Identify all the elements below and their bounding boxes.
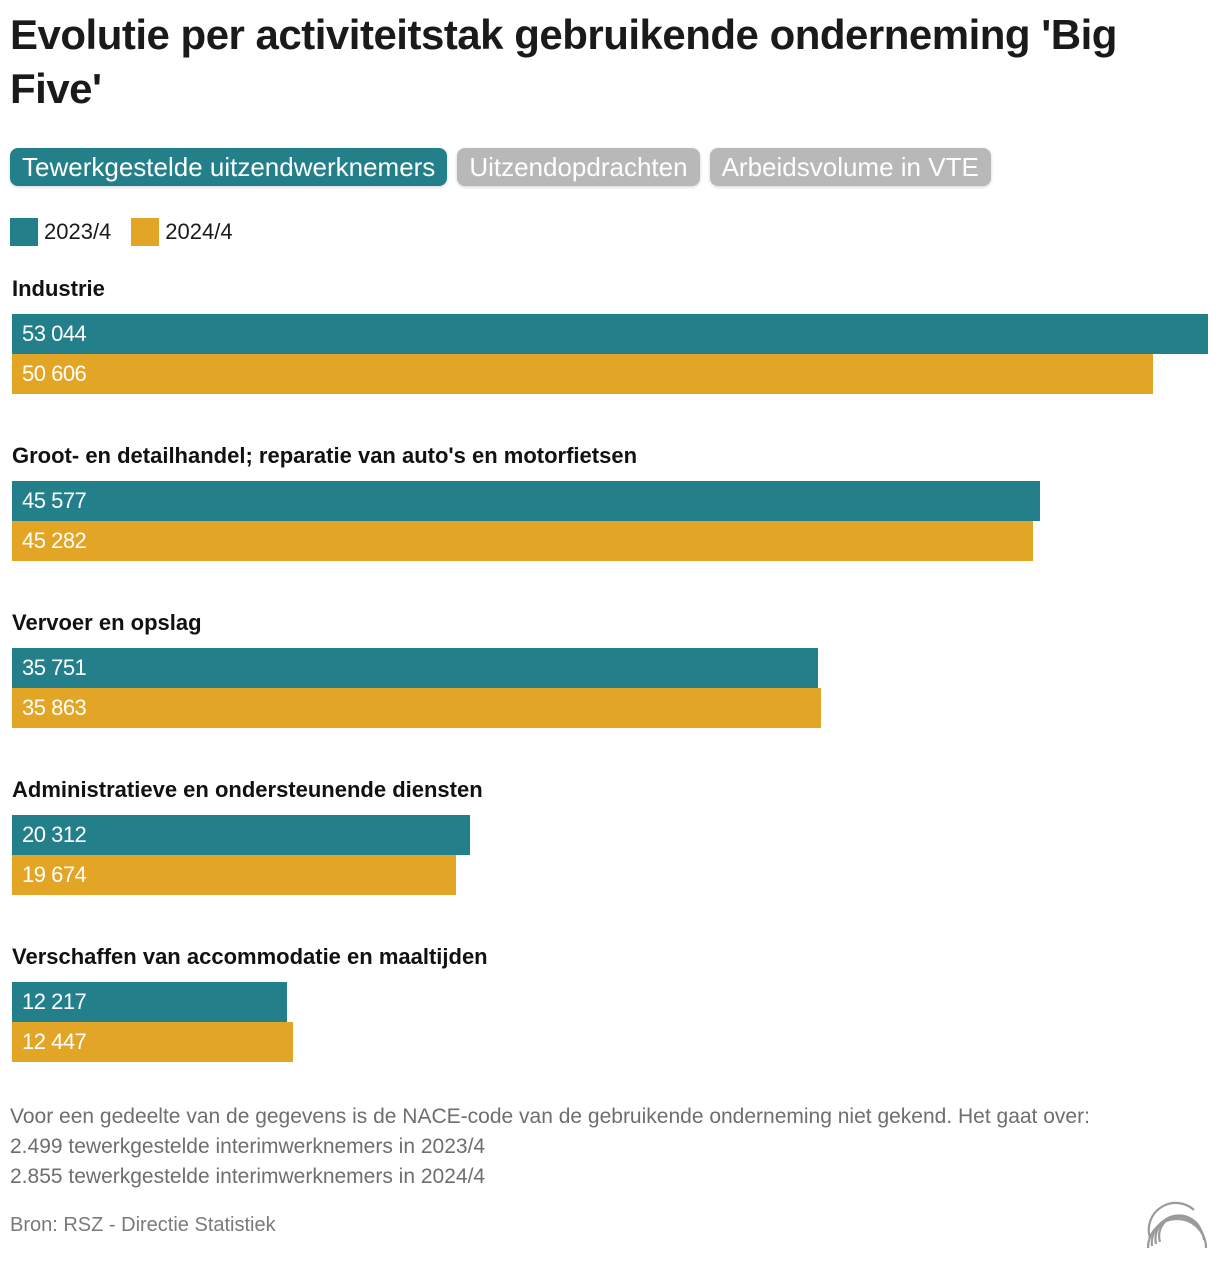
- bar-value-label: 12 447: [22, 1029, 87, 1054]
- bar-2023-4: 35 751: [12, 648, 818, 688]
- footnote-line: 2.499 tewerkgestelde interimwerknemers i…: [10, 1135, 486, 1158]
- category-label: Industrie: [12, 276, 105, 301]
- metric-tabs: Tewerkgestelde uitzendwerknemers Uitzend…: [10, 148, 991, 186]
- bar-2023-4: 45 577: [12, 481, 1040, 521]
- bar-2023-4: 12 217: [12, 982, 287, 1022]
- footnote-line: 2.855 tewerkgestelde interimwerknemers i…: [10, 1165, 486, 1188]
- rsz-logo-icon: [1146, 1201, 1208, 1249]
- bar-value-label: 50 606: [22, 361, 87, 386]
- category-label: Administratieve en ondersteunende dienst…: [12, 777, 483, 802]
- bar-2024-4: 19 674: [12, 855, 456, 895]
- bar-2023-4: 20 312: [12, 815, 470, 855]
- tab-uitzendopdrachten[interactable]: Uitzendopdrachten: [457, 148, 700, 186]
- bar-value-label: 45 282: [22, 528, 87, 553]
- bar-value-label: 53 044: [22, 321, 87, 346]
- tab-arbeidsvolume-vte[interactable]: Arbeidsvolume in VTE: [709, 148, 991, 186]
- legend-label-2023: 2023/4: [44, 219, 112, 244]
- category-label: Groot- en detailhandel; reparatie van au…: [12, 443, 638, 468]
- footnote: Voor een gedeelte van de gegevens is de …: [10, 1102, 1210, 1192]
- bar-2024-4: 12 447: [12, 1022, 293, 1062]
- bar-2024-4: 45 282: [12, 521, 1033, 561]
- bar-value-label: 35 751: [22, 655, 87, 680]
- legend-swatch-2023: [10, 218, 38, 246]
- bar-value-label: 45 577: [22, 488, 87, 513]
- category-label: Vervoer en opslag: [12, 610, 202, 635]
- legend-item-2023: 2023/4: [10, 218, 111, 246]
- source-text: Bron: RSZ - Directie Statistiek: [10, 1214, 276, 1236]
- chart-legend: 2023/4 2024/4: [10, 218, 253, 246]
- bar-value-label: 12 217: [22, 989, 87, 1014]
- footnote-line: Voor een gedeelte van de gegevens is de …: [10, 1105, 1090, 1128]
- bar-2023-4: 53 044: [12, 314, 1208, 354]
- bar-2024-4: 50 606: [12, 354, 1153, 394]
- bar-value-label: 20 312: [22, 822, 87, 847]
- bar-value-label: 19 674: [22, 862, 87, 887]
- legend-label-2024: 2024/4: [165, 219, 233, 244]
- legend-swatch-2024: [131, 218, 160, 246]
- chart-title: Evolutie per activiteitstak gebruikende …: [10, 11, 1117, 112]
- bar-value-label: 35 863: [22, 695, 87, 720]
- bar-2024-4: 35 863: [12, 688, 821, 728]
- legend-item-2024: 2024/4: [131, 218, 233, 246]
- tab-tewerkgestelde-uitzendwerknemers[interactable]: Tewerkgestelde uitzendwerknemers: [10, 148, 448, 186]
- category-label: Verschaffen van accommodatie en maaltijd…: [12, 944, 488, 969]
